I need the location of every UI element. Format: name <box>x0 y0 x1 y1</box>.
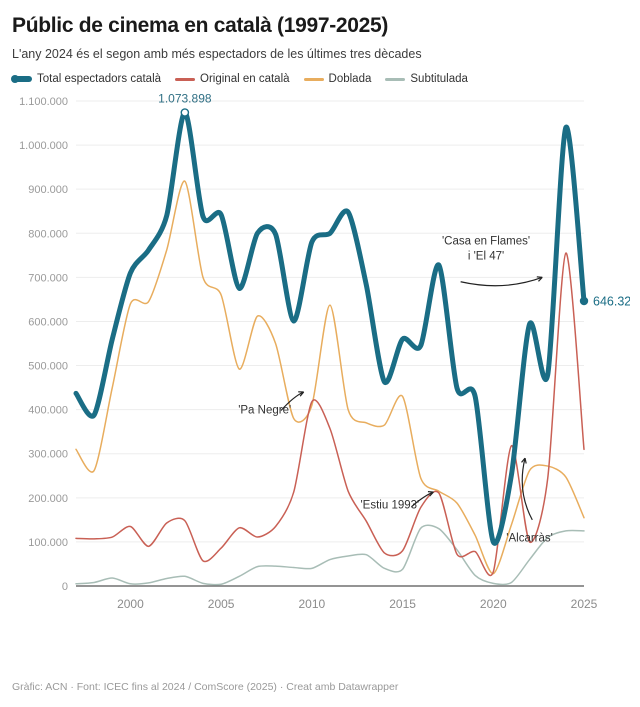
x-axis-tick-label: 2020 <box>480 597 507 611</box>
annotation-arrow-head <box>427 491 434 497</box>
x-axis-tick-label: 2000 <box>117 597 144 611</box>
end-value-label: 646.328 <box>593 295 630 309</box>
legend-swatch-original <box>175 77 196 81</box>
legend-swatch-total <box>11 75 32 84</box>
chart-annotation-label: 'Pa Negre' <box>238 405 291 417</box>
chart-page: Públic de cinema en català (1997-2025) L… <box>0 14 640 707</box>
y-axis-tick-label: 200.000 <box>28 493 68 505</box>
legend-item-doblada[interactable]: Doblada <box>303 73 372 86</box>
series-line-subtitulada <box>75 524 585 586</box>
annotation-arrow-line <box>411 491 434 508</box>
line-chart: 0 100.000 200.000 300.000 400.000 500.000 600.… <box>10 89 630 634</box>
legend-item-total[interactable]: Total espectadors català <box>11 73 162 86</box>
chart-annotation-label: i 'El 47' <box>468 251 504 263</box>
legend-label-subtitulada: Subtitulada <box>410 73 468 86</box>
y-axis-tick-label: 500.000 <box>28 361 68 373</box>
chart-footer-credit: Gràfic: ACN · Font: ICEC fins al 2024 / … <box>12 681 399 693</box>
chart-annotation-label: 'Alcarràs' <box>506 533 553 545</box>
y-axis-tick-label: 400.000 <box>28 405 68 417</box>
y-axis-tick-label: 700.000 <box>28 273 68 285</box>
end-point-marker <box>579 296 589 306</box>
legend-item-subtitulada[interactable]: Subtitulada <box>385 73 468 85</box>
annotation-arrow-head <box>298 391 305 397</box>
page-title: Públic de cinema en català (1997-2025) <box>12 14 389 37</box>
annotation-arrow-head <box>536 276 543 282</box>
annotation-arrow-line <box>280 391 304 412</box>
y-axis-tick-label: 100.000 <box>28 537 68 549</box>
chart-legend: Total espectadors català Original en cat… <box>11 73 630 86</box>
series-line-total-espectadors-catal- <box>73 110 587 546</box>
page-subtitle: L'any 2024 és el segon amb més espectado… <box>12 47 422 62</box>
annotation-arrow-line <box>460 276 543 287</box>
y-axis-tick-label: 300.000 <box>28 449 68 461</box>
x-axis-tick-label: 2025 <box>571 597 598 611</box>
legend-item-original[interactable]: Original en català <box>175 73 290 85</box>
chart-svg: 0 100.000 200.000 300.000 400.000 500.000 600.… <box>19 92 630 611</box>
peak-value-label: 1.073.898 <box>158 92 212 106</box>
y-axis-tick-label: 1.000.000 <box>19 140 68 152</box>
legend-swatch-doblada <box>303 77 324 81</box>
annotation-arrow-head <box>521 457 527 464</box>
y-axis-tick-label: 1.100.000 <box>19 96 68 108</box>
y-axis-tick-label: 900.000 <box>28 184 68 196</box>
y-axis-tick-label: 600.000 <box>28 317 68 329</box>
legend-label-original: Original en català <box>200 73 290 86</box>
x-axis-tick-label: 2010 <box>299 597 326 611</box>
chart-annotation-label: 'Casa en Flames' <box>442 235 530 247</box>
legend-label-total: Total espectadors català <box>37 73 162 86</box>
legend-label-doblada: Doblada <box>328 73 372 86</box>
y-axis-tick-label: 0 <box>62 581 68 593</box>
peak-marker <box>180 108 190 117</box>
annotation-arrow-line <box>521 458 533 521</box>
chart-annotation-label: 'Estiu 1993' <box>360 500 419 512</box>
series-line-original-en-catal- <box>75 252 585 577</box>
y-axis-tick-label: 800.000 <box>28 228 68 240</box>
legend-swatch-subtitulada <box>385 77 406 81</box>
x-axis-tick-label: 2005 <box>208 597 235 611</box>
x-axis-tick-label: 2015 <box>389 597 416 611</box>
